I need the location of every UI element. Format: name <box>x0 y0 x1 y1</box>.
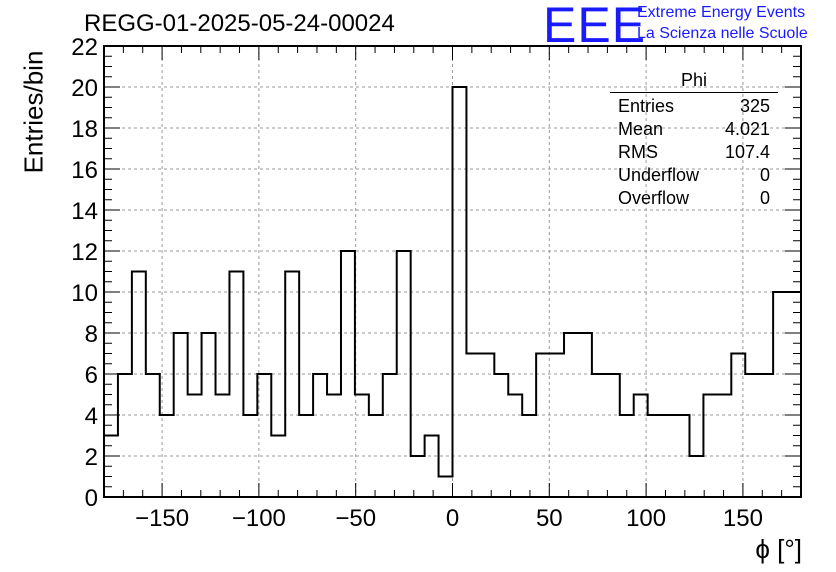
stats-value: 107.4 <box>724 142 770 162</box>
x-tick-label: 150 <box>723 505 763 532</box>
stats-row: RMS 107.4 <box>610 141 778 164</box>
y-tick-label: 14 <box>71 198 98 225</box>
y-tick-label: 12 <box>71 239 98 266</box>
y-tick-label: 0 <box>85 485 98 512</box>
stats-row: Mean 4.021 <box>610 118 778 141</box>
y-tick-label: 20 <box>71 75 98 102</box>
stats-label: Overflow <box>618 188 690 208</box>
y-tick-label: 16 <box>71 157 98 184</box>
stats-title: Phi <box>610 70 778 93</box>
stats-label: RMS <box>618 142 658 162</box>
stats-value: 4.021 <box>724 119 770 139</box>
logo-line-1: Extreme Energy Events <box>637 4 806 21</box>
stats-rows: Entries 325 Mean 4.021 RMS 107.4 Underflow 0 Ove… <box>610 95 778 210</box>
stats-label: Mean <box>618 119 664 139</box>
y-tick-label: 4 <box>85 403 98 430</box>
histogram-title: REGG-01-2025-05-24-00024 <box>84 10 395 37</box>
x-tick-label: 50 <box>536 505 563 532</box>
stats-row: Underflow 0 <box>610 164 778 187</box>
stats-row: Entries 325 <box>610 95 778 118</box>
stats-label: Entries <box>618 96 675 116</box>
y-tick-label: 2 <box>85 444 98 471</box>
stats-value: 0 <box>759 188 770 208</box>
y-tick-label: 22 <box>71 34 98 61</box>
y-tick-label: 18 <box>71 116 98 143</box>
stats-label: Underflow <box>618 165 700 185</box>
x-tick-label: −100 <box>232 505 286 532</box>
x-tick-label: −50 <box>335 505 376 532</box>
x-tick-label: 0 <box>446 505 459 532</box>
histogram-line <box>104 86 801 478</box>
stats-box: Phi Entries 325 Mean 4.021 RMS 107.4 Underflow… <box>610 70 778 210</box>
x-tick-label: −150 <box>135 505 189 532</box>
y-tick-label: 10 <box>71 280 98 307</box>
logo-line-2: La Scienza nelle Scuole <box>637 25 808 42</box>
stats-value: 325 <box>739 96 770 116</box>
x-axis-label: ϕ [°] <box>755 534 802 564</box>
x-tick-label: 100 <box>626 505 666 532</box>
stats-row: Overflow 0 <box>610 187 778 210</box>
y-tick-label: 6 <box>85 362 98 389</box>
axis-ticks <box>103 45 802 498</box>
y-tick-label: 8 <box>85 321 98 348</box>
stats-value: 0 <box>759 165 770 185</box>
tick-labels: −150 −100 −50 0 50 100 150 0 2 4 6 8 10 12 14 16 18 20 22 <box>71 34 763 532</box>
y-axis-label: Entries/bin <box>18 50 49 174</box>
eee-logo: EEE <box>543 0 647 53</box>
